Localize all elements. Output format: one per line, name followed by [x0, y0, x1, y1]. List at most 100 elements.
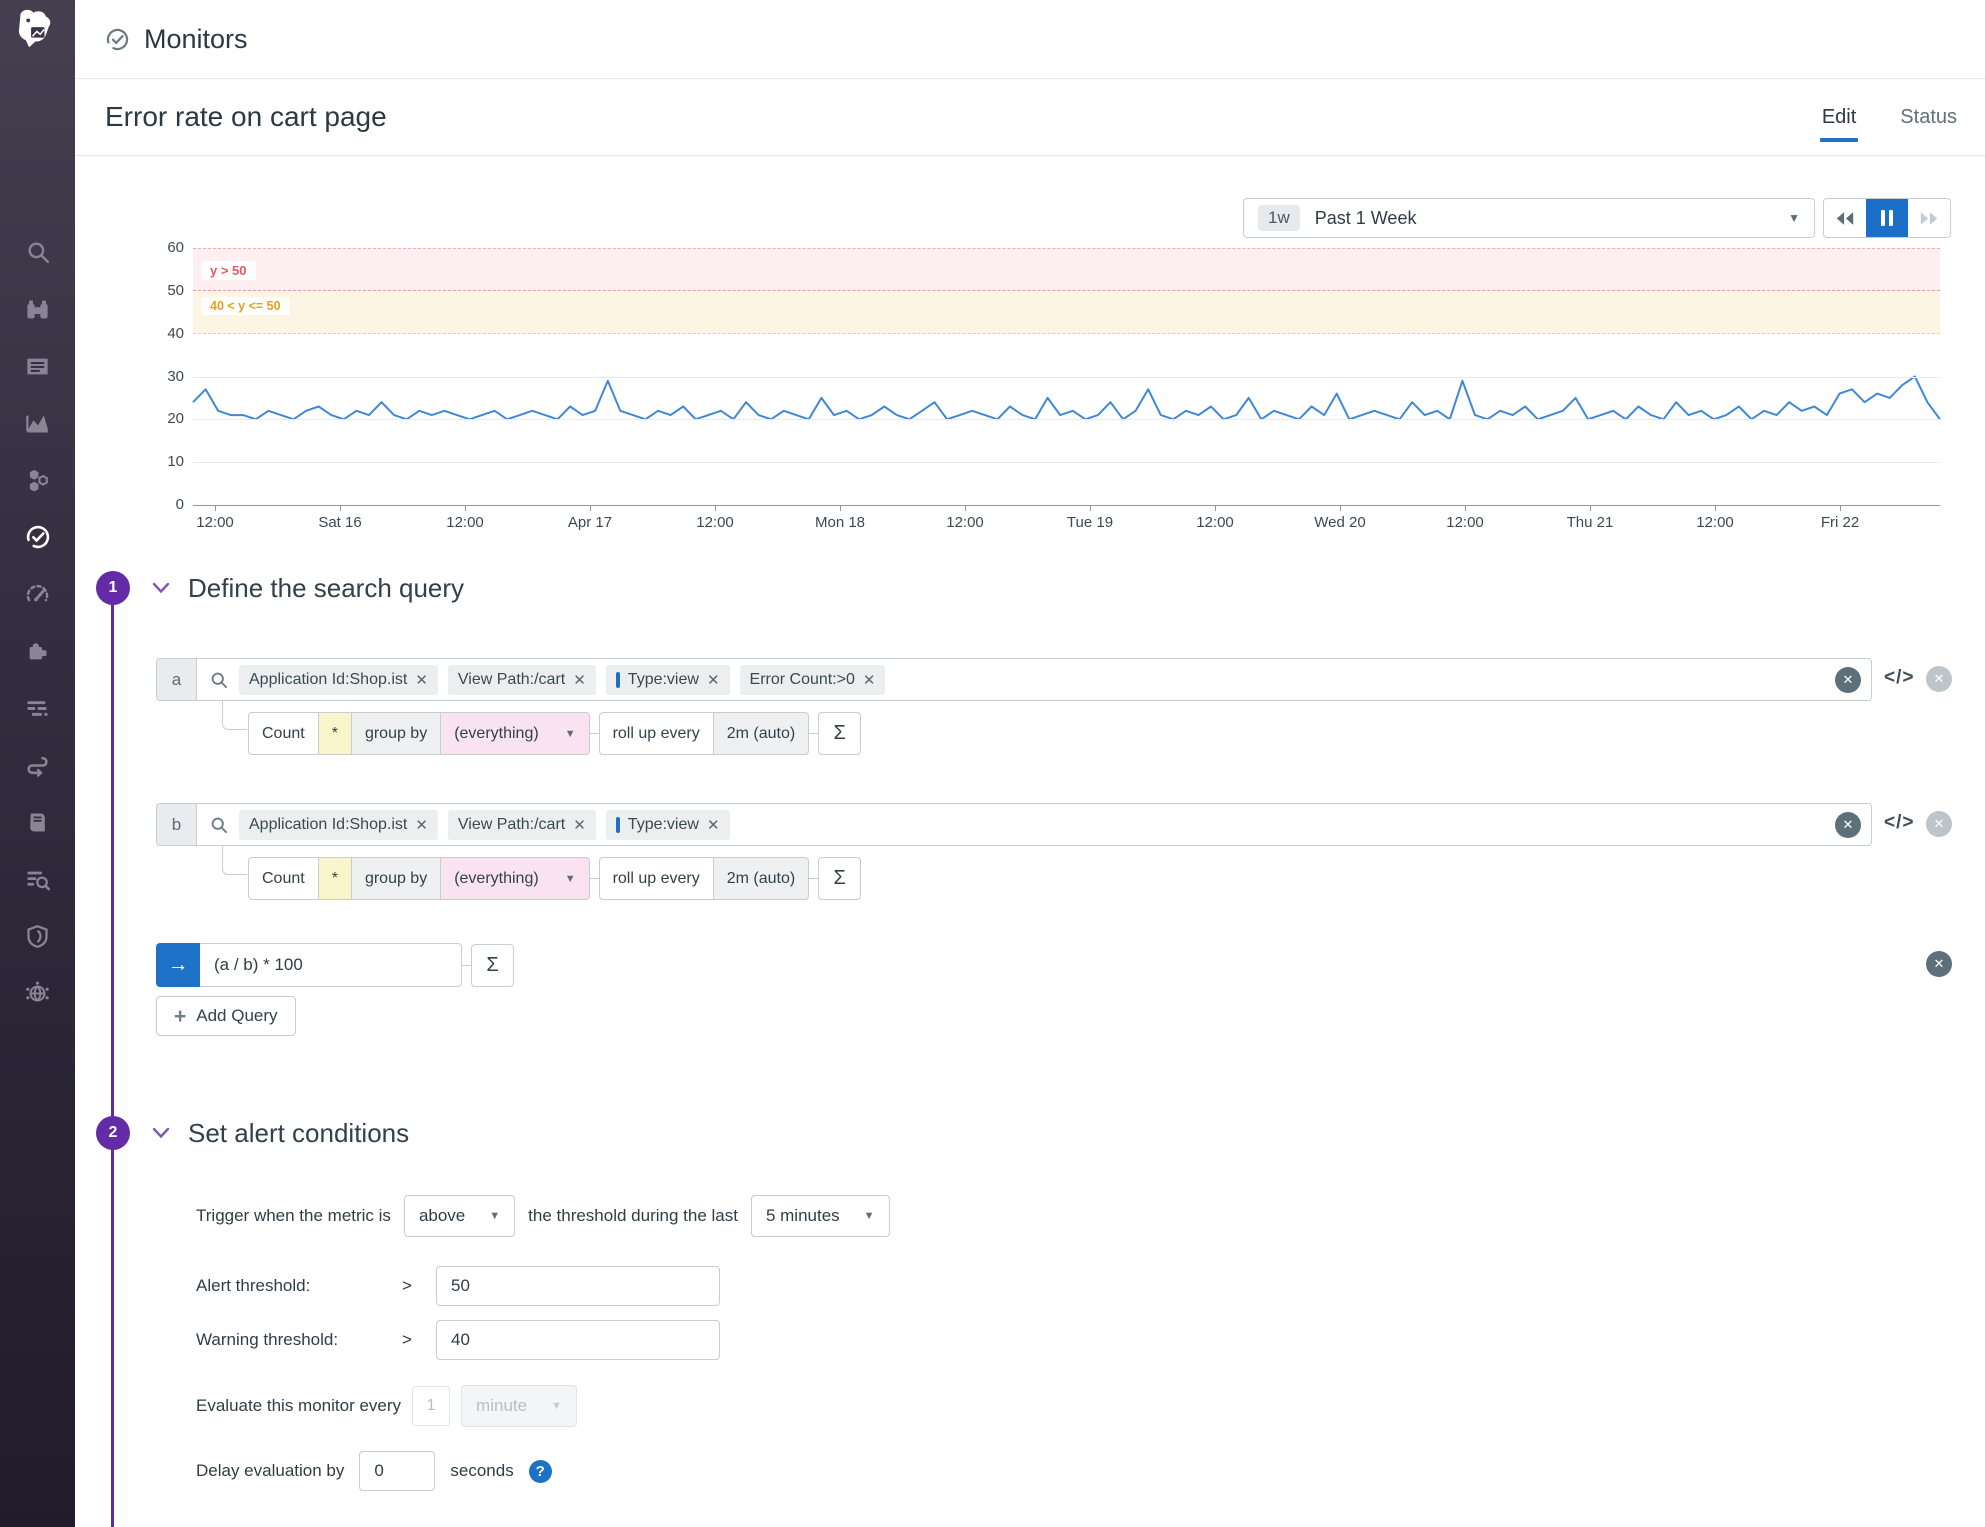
datadog-logo[interactable] — [7, 4, 59, 56]
remove-formula-icon[interactable]: ✕ — [1926, 951, 1952, 977]
remove-query-a-icon[interactable]: ✕ — [1926, 666, 1952, 692]
log-explorer-icon[interactable] — [24, 865, 52, 893]
help-icon[interactable]: ? — [528, 1459, 552, 1483]
series-line — [192, 375, 1941, 421]
warning-threshold-op: > — [402, 1330, 412, 1349]
comparator-select[interactable]: above ▼ — [403, 1195, 516, 1237]
group-by-label: group by — [350, 857, 442, 900]
y-tick-label: 0 — [175, 496, 184, 513]
pause-button[interactable] — [1866, 199, 1908, 237]
forward-button[interactable] — [1908, 199, 1950, 237]
remove-tag-icon[interactable]: ✕ — [573, 816, 586, 834]
section-2-title: Set alert conditions — [188, 1118, 410, 1148]
query-tag[interactable]: View Path:/cart ✕ — [447, 664, 596, 695]
evaluate-prefix: Evaluate this monitor every — [196, 1396, 402, 1415]
group-by-label: group by — [350, 712, 442, 755]
query-row-a: a Application Id:Shop.ist ✕ View Path:/ca… — [156, 658, 1872, 701]
formula-input[interactable] — [200, 943, 462, 987]
sigma-button[interactable]: Σ — [818, 857, 862, 900]
metrics-icon[interactable] — [24, 580, 52, 608]
rollup-value[interactable]: 2m (auto) — [712, 857, 810, 900]
search-icon — [211, 817, 227, 833]
clear-search-icon[interactable]: ✕ — [1835, 667, 1861, 693]
chevron-down-icon: ▼ — [489, 1210, 501, 1222]
code-view-icon[interactable]: </> — [1884, 667, 1915, 688]
aggregation-count[interactable]: Count — [248, 712, 319, 755]
time-range-select[interactable]: 1w Past 1 Week ▼ — [1243, 198, 1815, 238]
warning-threshold-input[interactable] — [436, 1320, 720, 1360]
sigma-button[interactable]: Σ — [471, 943, 514, 987]
query-tag[interactable]: Type:view ✕ — [605, 809, 730, 840]
group-by-select[interactable]: (everything) ▼ — [440, 857, 590, 900]
search-query-input-b[interactable]: Application Id:Shop.ist ✕ View Path:/cart… — [196, 803, 1872, 846]
delay-input[interactable] — [359, 1451, 436, 1491]
integrations-icon[interactable] — [24, 637, 52, 665]
section-1-title: Define the search query — [188, 573, 465, 603]
network-icon[interactable] — [24, 979, 52, 1007]
window-select[interactable]: 5 minutes ▼ — [750, 1195, 890, 1237]
aggregation-star[interactable]: * — [317, 857, 352, 900]
rewind-button[interactable] — [1824, 199, 1866, 237]
tab-edit[interactable]: Edit — [1819, 105, 1859, 142]
remove-tag-icon[interactable]: ✕ — [415, 671, 428, 689]
alert-zone-label: y > 50 — [201, 261, 256, 280]
time-controls — [1823, 198, 1951, 238]
connector-dash — [589, 733, 599, 734]
facet-bar-icon — [615, 671, 620, 688]
aggregation-count[interactable]: Count — [248, 857, 319, 900]
search-query-input-a[interactable]: Application Id:Shop.ist ✕ View Path:/cart… — [196, 658, 1872, 701]
group-by-select[interactable]: (everything) ▼ — [440, 712, 590, 755]
query-tag[interactable]: Type:view ✕ — [605, 664, 730, 695]
infrastructure-icon[interactable] — [24, 466, 52, 494]
synthetics-icon[interactable] — [24, 751, 52, 779]
section-1-collapse[interactable] — [152, 581, 170, 599]
add-query-button[interactable]: + Add Query — [156, 996, 296, 1036]
chevron-down-icon — [152, 582, 170, 594]
remove-tag-icon[interactable]: ✕ — [415, 816, 428, 834]
query-tag[interactable]: Application Id:Shop.ist ✕ — [239, 809, 438, 840]
x-tick-label: Apr 17 — [567, 514, 613, 531]
security-icon[interactable] — [24, 922, 52, 950]
apm-traces-icon[interactable] — [24, 694, 52, 722]
plot-area[interactable]: y > 50 40 < y <= 50 — [192, 248, 1941, 511]
alert-threshold-label: Alert threshold: — [196, 1276, 311, 1295]
remove-tag-icon[interactable]: ✕ — [573, 671, 586, 689]
connector-dash — [809, 733, 819, 734]
remove-query-b-icon[interactable]: ✕ — [1926, 811, 1952, 837]
query-connector — [222, 846, 247, 875]
section-2-collapse[interactable] — [152, 1126, 170, 1144]
datadog-dog-icon — [18, 9, 51, 48]
sigma-button[interactable]: Σ — [818, 712, 862, 755]
remove-tag-icon[interactable]: ✕ — [706, 671, 720, 689]
code-view-icon[interactable]: </> — [1884, 812, 1915, 833]
query-tag[interactable]: Application Id:Shop.ist ✕ — [239, 664, 438, 695]
delay-prefix: Delay evaluation by — [196, 1461, 345, 1480]
monitors-icon[interactable] — [24, 523, 52, 551]
chevron-down-icon — [152, 1127, 170, 1139]
x-tick-label: 12:00 — [1196, 514, 1234, 531]
clear-search-icon[interactable]: ✕ — [1835, 812, 1861, 838]
formula-row: → Σ — [156, 943, 514, 987]
remove-tag-icon[interactable]: ✕ — [706, 816, 720, 834]
dashboards-icon[interactable] — [24, 409, 52, 437]
time-range-label: Past 1 Week — [1314, 207, 1417, 228]
notebooks-icon[interactable] — [24, 808, 52, 836]
events-icon[interactable] — [24, 352, 52, 380]
evaluate-unit-select[interactable]: minute ▼ — [461, 1385, 577, 1427]
x-tick-label: 12:00 — [1696, 514, 1734, 531]
aggregation-star[interactable]: * — [317, 712, 352, 755]
tab-status[interactable]: Status — [1900, 105, 1957, 128]
query-tag[interactable]: Error Count:>0 ✕ — [739, 664, 886, 695]
alert-threshold-input[interactable] — [436, 1266, 720, 1306]
query-tag[interactable]: View Path:/cart ✕ — [447, 809, 596, 840]
rollup-value[interactable]: 2m (auto) — [712, 712, 810, 755]
rollup-label: roll up every — [598, 857, 714, 900]
y-tick-label: 40 — [167, 324, 184, 342]
evaluate-interval-input[interactable] — [412, 1386, 451, 1426]
remove-tag-icon[interactable]: ✕ — [862, 671, 876, 689]
step-2-badge: 2 — [96, 1116, 130, 1150]
watchdog-icon[interactable] — [24, 295, 52, 323]
sidebar — [0, 0, 75, 1527]
search-icon[interactable] — [24, 238, 52, 266]
